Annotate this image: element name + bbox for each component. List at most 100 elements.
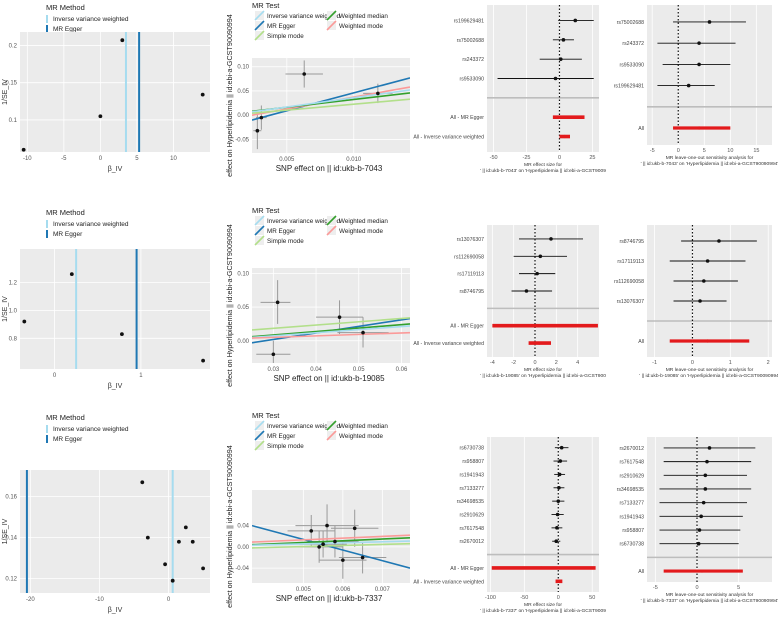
funnel-row1-xtick-label: 0 — [99, 156, 103, 162]
legend-swatch-egger — [254, 225, 265, 236]
x-axis-title: β_IV — [108, 383, 123, 390]
forest-row2-xtick-label: -4 — [490, 360, 495, 366]
snp-estimate — [703, 487, 708, 491]
snp-estimate — [705, 259, 710, 263]
fit-line-ivw — [252, 540, 410, 547]
summary-label: All - MR Egger — [450, 324, 484, 330]
funnel-row3-ytick-label: 0.16 — [5, 495, 17, 501]
fit-line-median — [252, 537, 410, 546]
legend-label: Inverse variance weighted — [53, 426, 129, 433]
snp-estimate — [558, 459, 563, 463]
snp-label: rs2910629 — [619, 473, 644, 479]
fit-line-simple — [252, 317, 410, 331]
x-axis-title: MR effect size for — [524, 162, 562, 168]
y-axis-title: effect on Hyperlipidemia || id:ebi-a-GCS… — [225, 224, 234, 387]
summary-label: All — [638, 569, 644, 575]
fit-line-egger — [252, 77, 410, 121]
legend-swatch-simple — [254, 440, 265, 451]
snp-point — [255, 128, 260, 133]
forest-row2-xtick-label: 2 — [555, 360, 558, 366]
fit-line-simple — [252, 542, 410, 549]
fit-line-simple — [252, 98, 410, 115]
scatter-row1-plot — [252, 60, 410, 150]
snp-estimate — [561, 38, 566, 42]
funnel-row1-ytick-label: 0.2 — [9, 43, 18, 49]
y-axis-title: 1/SE_IV — [2, 518, 9, 544]
legend-label: MR Egger — [53, 26, 83, 33]
scatter-row3-plot — [252, 504, 410, 579]
loo-row2-panel — [647, 225, 772, 357]
loo-row1-panel — [647, 5, 772, 145]
funnel-point — [120, 332, 124, 337]
funnel-point — [140, 480, 145, 485]
snp-label: rs2910629 — [459, 513, 484, 519]
snp-label: rs112690058 — [614, 279, 644, 285]
x-axis-title: SNP effect on || id:ukb-b-19085 — [273, 374, 385, 383]
legend-label: Inverse variance weighted — [267, 423, 341, 430]
legend-swatch-ivw — [254, 10, 265, 21]
x-axis-title: SNP effect on || id:ukb-b-7043 — [276, 164, 383, 173]
x-axis-title: ' || id:ukb-b-7043' on 'Hyperlipidemia |… — [641, 161, 778, 167]
snp-label: rs958807 — [622, 528, 644, 534]
summary-estimate — [700, 569, 704, 573]
funnel-point — [170, 578, 175, 583]
forest-row3: -100 -50 0 50 rs6730738 rs958807 rs1941943 rs71… — [413, 437, 606, 614]
funnel-point — [21, 147, 26, 152]
summary-label: All - MR Egger — [450, 566, 484, 572]
loo-row1-xtick-label: -5 — [650, 148, 655, 154]
snp-estimate — [699, 514, 703, 519]
snp-estimate — [707, 20, 712, 24]
legend-label: Inverse variance weighted — [53, 221, 129, 228]
snp-label: rs7617548 — [459, 526, 484, 532]
funnel-point — [145, 535, 150, 540]
snp-estimate — [556, 499, 561, 503]
legend-label: Weighted median — [339, 218, 388, 225]
summary-label: All - Inverse variance weighted — [413, 579, 484, 585]
loo-row3-panel — [647, 437, 772, 582]
snp-point — [341, 558, 345, 562]
loo-row2-xtick-label: 1 — [729, 360, 732, 366]
forest-row2-xtick-label: 4 — [576, 360, 579, 366]
loo-row3: -5 0 5 rs2670012 rs7617548 rs2910629 rs3469853… — [617, 437, 778, 604]
legend-swatch-ivw — [254, 420, 265, 431]
legend-title: MR Test — [252, 206, 280, 215]
scatter-row1-ytick-label: 0.10 — [237, 65, 249, 71]
snp-estimate — [559, 445, 564, 450]
summary-estimate — [537, 341, 541, 345]
funnel-row2-panel — [20, 249, 210, 369]
funnel-point — [190, 539, 195, 544]
snp-label: rs34698535 — [457, 499, 485, 505]
snp-label: rs7133277 — [619, 501, 644, 507]
forest-row2-xtick-label: 0 — [533, 360, 536, 366]
snp-label: rs17119113 — [457, 272, 484, 278]
forest-row1-xtick-label: -25 — [523, 155, 531, 161]
legend-swatch-median — [326, 10, 337, 21]
scatter-row3-xtick-label: 0.007 — [375, 587, 391, 593]
snp-label: rs243372 — [622, 41, 644, 47]
funnel-point — [163, 562, 167, 567]
funnel-point — [183, 525, 188, 530]
loo-row1-xtick-label: 5 — [703, 148, 706, 154]
funnel-row2: MR Method Inverse variance weighted MR Egg… — [2, 208, 210, 390]
legend-swatch-median — [326, 420, 337, 431]
snp-label: rs75002688 — [457, 38, 485, 44]
funnel-point — [200, 92, 205, 97]
loo-row1-xtick-label: 10 — [727, 148, 733, 154]
legend-label: MR Egger — [53, 436, 83, 443]
summary-estimate — [706, 339, 710, 343]
y-axis-title: 1/SE_IV — [2, 296, 9, 322]
funnel-row1-xtick-label: 5 — [135, 156, 139, 162]
snp-label: rs199629481 — [454, 18, 484, 24]
snp-label: rs34698535 — [617, 487, 645, 493]
snp-label: rs6730738 — [459, 446, 484, 452]
snp-point — [352, 526, 357, 531]
summary-label: All - Inverse variance weighted — [413, 341, 484, 347]
snp-estimate — [557, 485, 561, 490]
legend-label: MR Egger — [267, 433, 295, 440]
scatter-row2-panel — [252, 268, 410, 363]
snp-estimate — [698, 299, 702, 303]
funnel-point — [201, 358, 205, 363]
scatter-row1-xtick-label: 0.010 — [346, 157, 362, 163]
scatter-row2-xtick-label: 0.04 — [310, 367, 322, 373]
